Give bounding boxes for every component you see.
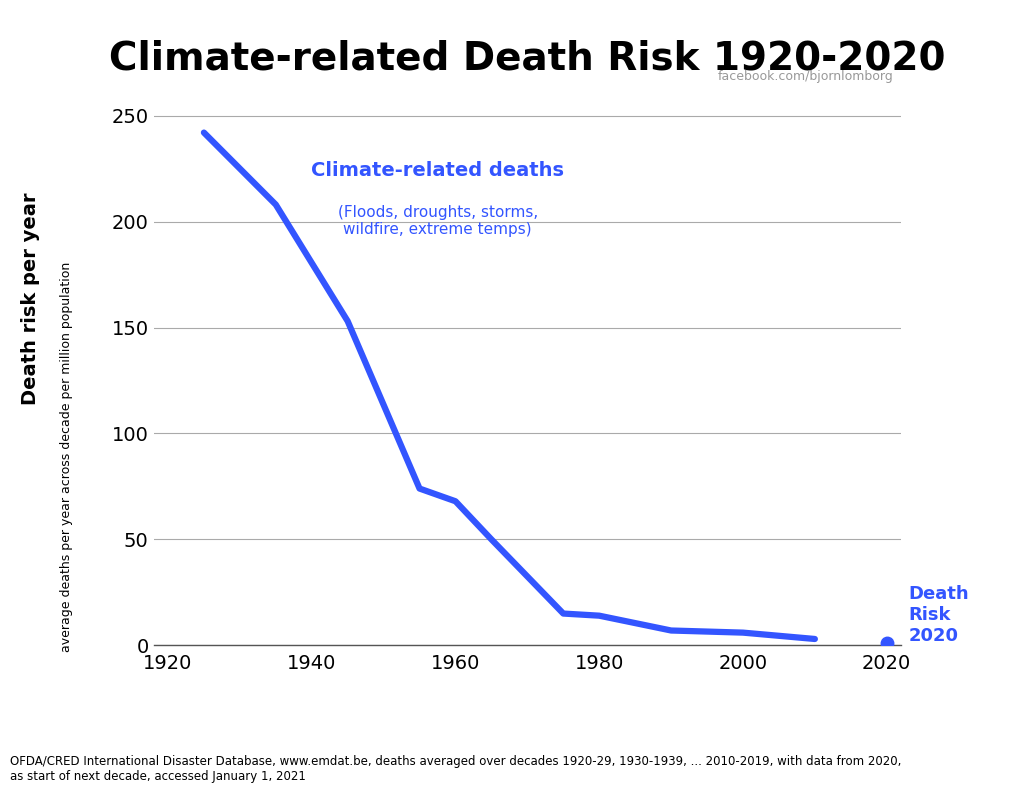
- Text: Death risk per year: Death risk per year: [22, 193, 40, 405]
- Text: average deaths per year across decade per million population: average deaths per year across decade pe…: [60, 261, 73, 652]
- Text: OFDA/CRED International Disaster Database, www.emdat.be, deaths averaged over de: OFDA/CRED International Disaster Databas…: [10, 755, 901, 783]
- Text: Climate-related deaths: Climate-related deaths: [311, 161, 564, 179]
- Text: (Floods, droughts, storms,
wildfire, extreme temps): (Floods, droughts, storms, wildfire, ext…: [338, 205, 538, 237]
- Text: Death
Risk
2020: Death Risk 2020: [908, 586, 970, 645]
- Title: Climate-related Death Risk 1920-2020: Climate-related Death Risk 1920-2020: [110, 39, 945, 77]
- Text: facebook.com/bjornlomborg: facebook.com/bjornlomborg: [718, 69, 894, 83]
